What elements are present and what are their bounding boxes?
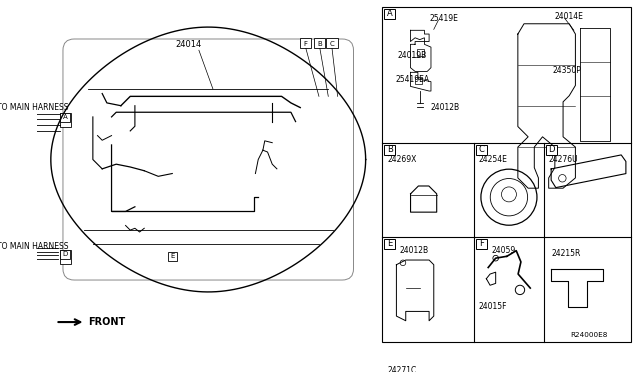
Text: D: D: [548, 145, 554, 154]
Text: 24350P: 24350P: [552, 66, 581, 75]
Text: E: E: [170, 253, 175, 259]
Text: 24215R: 24215R: [551, 249, 580, 258]
Bar: [384, 9, 396, 19]
Bar: [382, 7, 630, 342]
Text: F: F: [304, 41, 308, 46]
Bar: [300, 38, 312, 48]
Text: 24276U: 24276U: [548, 155, 578, 164]
Text: F: F: [479, 239, 484, 248]
Text: 24269X: 24269X: [387, 155, 417, 164]
Bar: [476, 238, 487, 249]
Text: D: D: [62, 251, 67, 257]
Bar: [60, 113, 72, 127]
Bar: [545, 145, 557, 155]
Text: 24012B: 24012B: [431, 103, 460, 112]
Text: 24254E: 24254E: [479, 155, 508, 164]
Text: A: A: [63, 115, 67, 121]
Text: 25419EA: 25419EA: [396, 75, 429, 84]
Text: FRONT: FRONT: [88, 317, 125, 327]
Bar: [384, 238, 396, 249]
Bar: [314, 38, 326, 48]
Text: 24012B: 24012B: [399, 246, 428, 255]
Text: 24014E: 24014E: [554, 12, 583, 21]
Bar: [326, 38, 338, 48]
Bar: [417, 49, 424, 57]
Text: C: C: [330, 41, 334, 46]
Text: 25419E: 25419E: [429, 14, 458, 23]
Bar: [168, 251, 177, 261]
Bar: [476, 145, 487, 155]
Bar: [415, 77, 422, 84]
Text: B: B: [317, 41, 323, 46]
Bar: [60, 250, 72, 264]
Text: R24000E8: R24000E8: [570, 332, 607, 338]
Text: TO MAIN HARNESS: TO MAIN HARNESS: [0, 241, 68, 250]
Text: C: C: [479, 145, 484, 154]
Text: B: B: [387, 145, 393, 154]
Text: 24059: 24059: [491, 246, 515, 255]
Bar: [384, 145, 396, 155]
Text: E: E: [387, 239, 392, 248]
Text: 24019B: 24019B: [397, 51, 427, 60]
Bar: [60, 113, 70, 122]
Bar: [60, 250, 70, 259]
Text: 24271C: 24271C: [387, 366, 416, 372]
Text: 24014: 24014: [175, 40, 202, 49]
Text: A: A: [387, 9, 393, 19]
Text: TO MAIN HARNESS: TO MAIN HARNESS: [0, 103, 68, 112]
Text: 24015F: 24015F: [479, 302, 508, 311]
